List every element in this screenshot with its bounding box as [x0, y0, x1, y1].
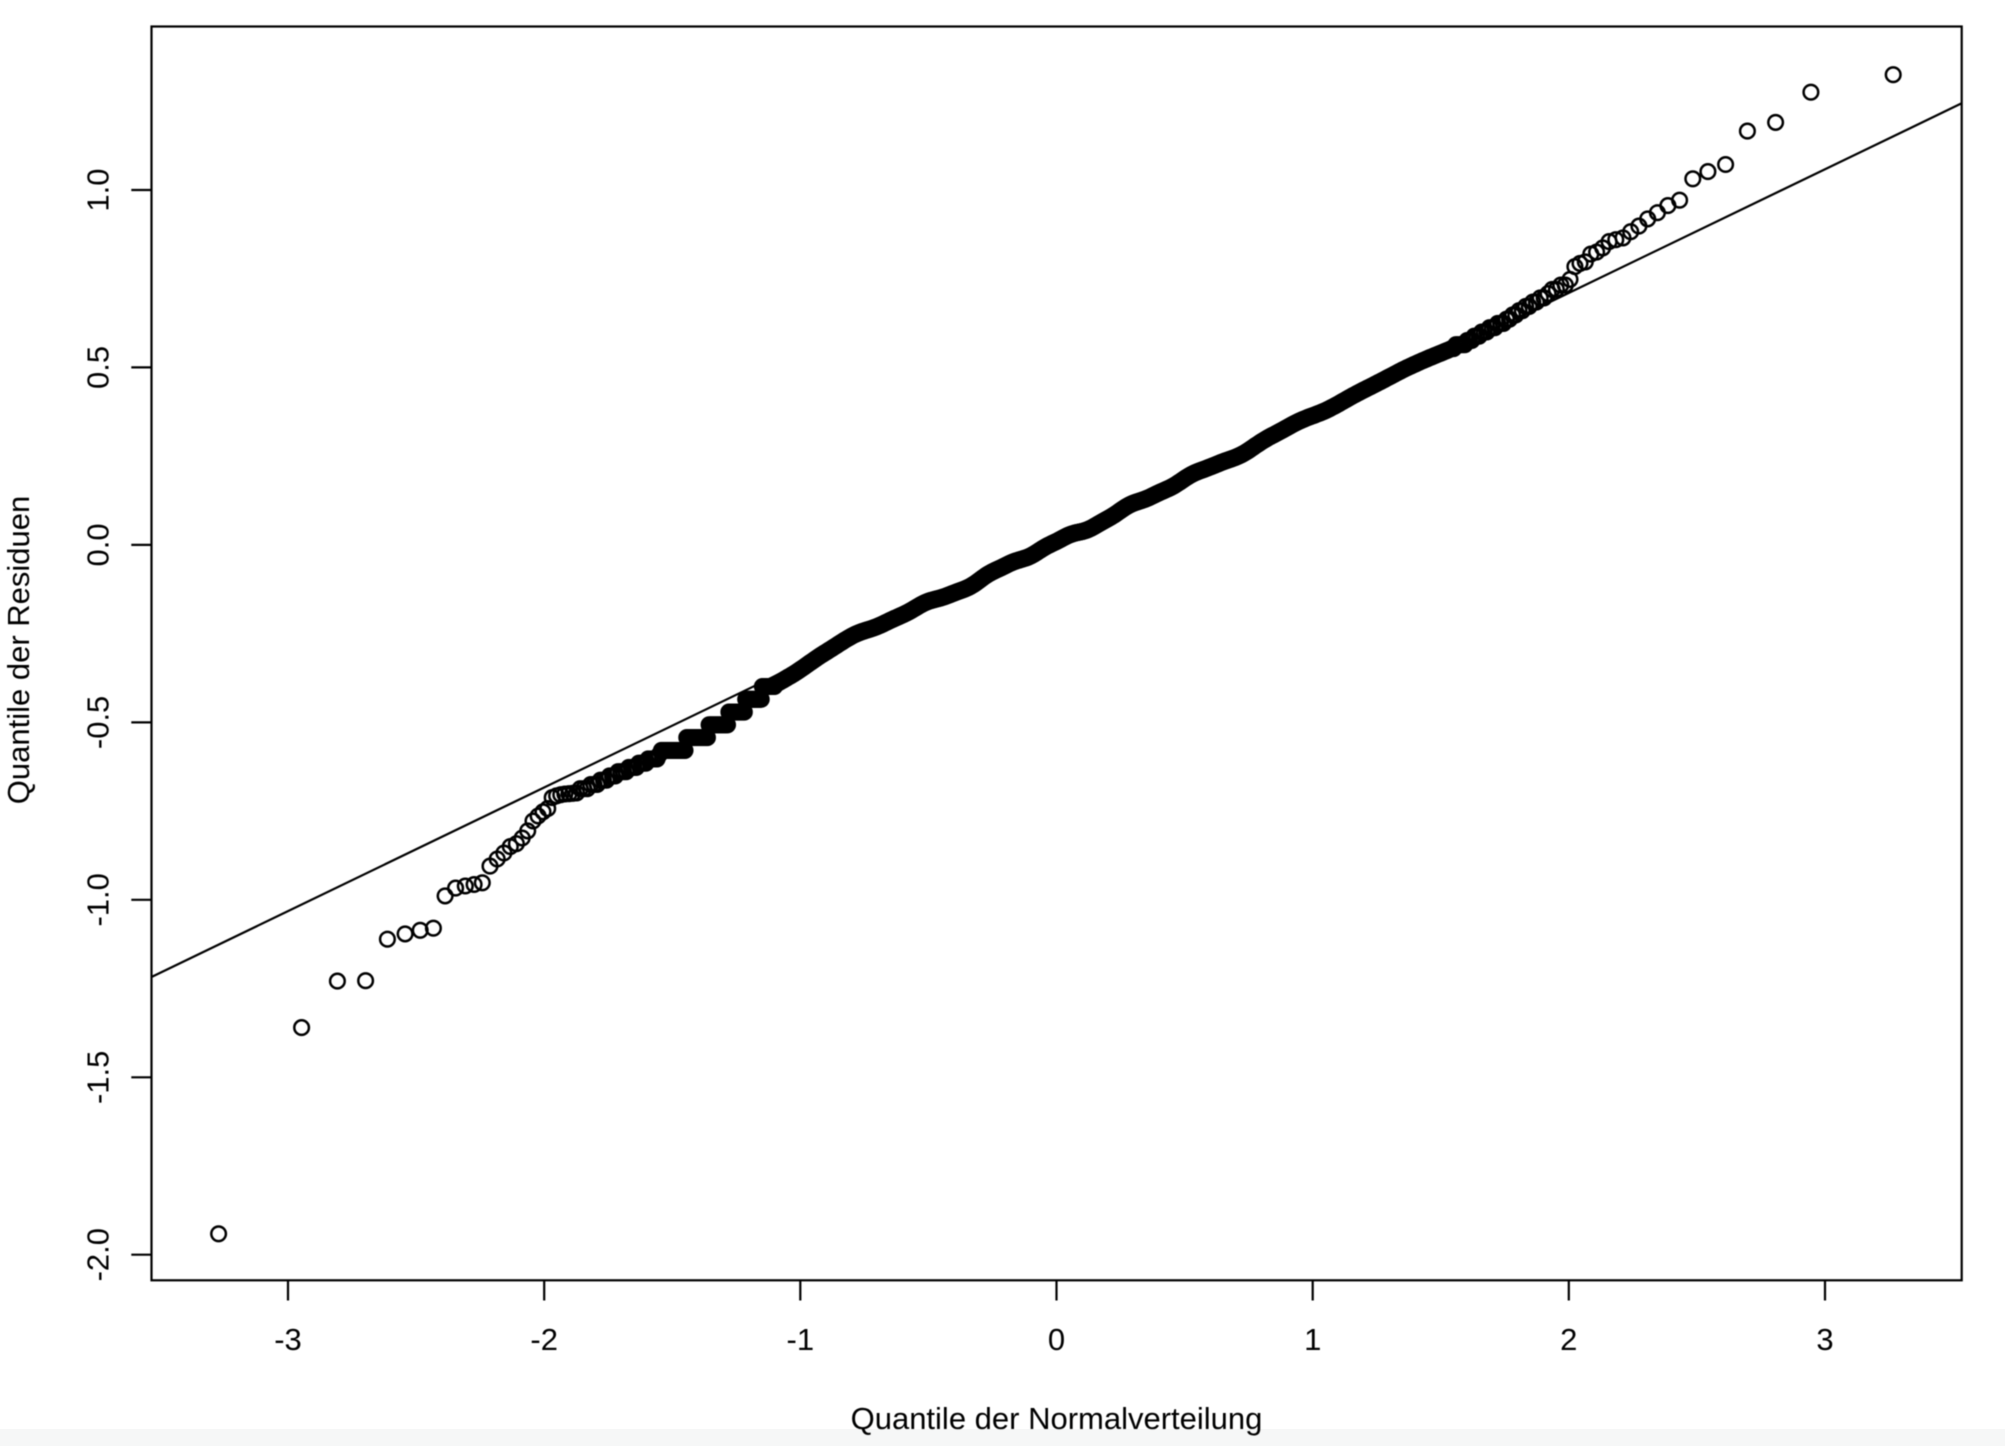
svg-text:-2.0: -2.0	[81, 1228, 116, 1281]
svg-text:-3: -3	[274, 1322, 302, 1357]
svg-text:-1.5: -1.5	[81, 1051, 116, 1104]
svg-text:3: 3	[1816, 1322, 1833, 1357]
svg-text:1: 1	[1304, 1322, 1321, 1357]
svg-text:-0.5: -0.5	[81, 696, 116, 749]
svg-text:1.0: 1.0	[81, 168, 116, 211]
svg-text:0.5: 0.5	[81, 346, 116, 389]
svg-text:Quantile der Residuen: Quantile der Residuen	[1, 496, 36, 804]
svg-text:0.0: 0.0	[81, 523, 116, 566]
svg-text:Quantile der Normalverteilung: Quantile der Normalverteilung	[851, 1401, 1263, 1436]
svg-text:2: 2	[1560, 1322, 1577, 1357]
svg-text:0: 0	[1048, 1322, 1065, 1357]
svg-text:-2: -2	[530, 1322, 558, 1357]
svg-text:-1: -1	[787, 1322, 815, 1357]
svg-text:-1.0: -1.0	[81, 873, 116, 926]
